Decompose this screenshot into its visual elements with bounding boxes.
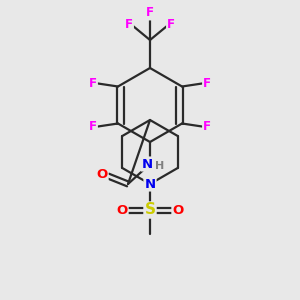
Text: F: F	[89, 120, 97, 133]
Text: N: N	[144, 178, 156, 190]
Text: F: F	[146, 7, 154, 20]
Text: F: F	[89, 77, 97, 90]
Text: N: N	[141, 158, 153, 170]
Text: F: F	[203, 120, 211, 133]
Text: F: F	[167, 19, 175, 32]
Text: F: F	[203, 77, 211, 90]
Text: F: F	[125, 19, 133, 32]
Text: H: H	[155, 161, 165, 171]
Text: O: O	[116, 203, 128, 217]
Text: O: O	[172, 203, 184, 217]
Text: O: O	[96, 169, 108, 182]
Text: S: S	[145, 202, 155, 217]
